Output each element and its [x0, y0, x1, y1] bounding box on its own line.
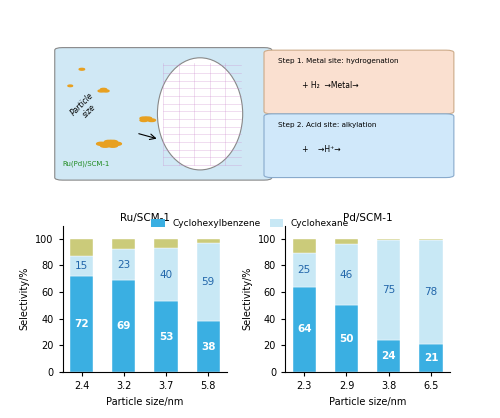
- Text: 78: 78: [424, 287, 438, 297]
- Circle shape: [148, 119, 156, 122]
- Bar: [292, 287, 316, 372]
- Bar: [112, 250, 136, 280]
- Bar: [335, 244, 358, 306]
- Bar: [154, 248, 178, 301]
- Text: Particle
size: Particle size: [69, 91, 102, 125]
- Title: Ru/SCM-1: Ru/SCM-1: [120, 213, 170, 223]
- Legend: Cyclohexylbenzene, Cyclohexane: Cyclohexylbenzene, Cyclohexane: [148, 216, 352, 232]
- Bar: [196, 243, 220, 321]
- Bar: [377, 239, 400, 240]
- Text: 24: 24: [382, 351, 396, 361]
- Circle shape: [98, 90, 104, 92]
- Bar: [420, 239, 442, 240]
- Bar: [377, 240, 400, 340]
- Bar: [196, 321, 220, 372]
- Circle shape: [104, 142, 114, 145]
- Bar: [154, 239, 178, 248]
- Text: 69: 69: [116, 321, 131, 331]
- Bar: [70, 276, 93, 372]
- Text: 23: 23: [117, 260, 130, 270]
- Text: 72: 72: [74, 319, 89, 329]
- Text: +    →H⁺→: + →H⁺→: [295, 145, 348, 154]
- Circle shape: [96, 142, 106, 145]
- Circle shape: [108, 144, 118, 147]
- Circle shape: [104, 140, 114, 143]
- Circle shape: [140, 117, 148, 120]
- Text: Step 1. Metal site: hydrogenation: Step 1. Metal site: hydrogenation: [278, 58, 398, 64]
- Bar: [377, 340, 400, 372]
- Circle shape: [79, 69, 84, 70]
- Circle shape: [68, 85, 72, 87]
- Text: 25: 25: [298, 265, 311, 275]
- Bar: [292, 253, 316, 287]
- Text: Ru(Pd)/SCM-1: Ru(Pd)/SCM-1: [62, 161, 110, 167]
- Bar: [292, 239, 316, 253]
- Ellipse shape: [158, 58, 242, 170]
- Circle shape: [108, 140, 118, 143]
- Bar: [196, 239, 220, 243]
- Text: 64: 64: [297, 324, 312, 334]
- Bar: [112, 239, 136, 250]
- Y-axis label: Selectivity/%: Selectivity/%: [20, 267, 30, 331]
- Text: 15: 15: [75, 261, 88, 271]
- Text: 40: 40: [160, 270, 172, 280]
- FancyBboxPatch shape: [55, 48, 272, 180]
- Text: 50: 50: [339, 334, 353, 344]
- Text: 46: 46: [340, 270, 353, 280]
- Circle shape: [144, 117, 152, 120]
- Bar: [70, 239, 93, 256]
- Bar: [335, 239, 358, 244]
- FancyBboxPatch shape: [264, 50, 454, 114]
- Bar: [335, 306, 358, 372]
- Title: Pd/SCM-1: Pd/SCM-1: [342, 213, 392, 223]
- FancyBboxPatch shape: [264, 114, 454, 178]
- Text: 75: 75: [382, 285, 396, 295]
- Bar: [70, 256, 93, 276]
- Bar: [154, 301, 178, 372]
- Text: 21: 21: [424, 353, 438, 363]
- Text: 53: 53: [159, 332, 174, 342]
- Text: 38: 38: [201, 342, 216, 352]
- Circle shape: [112, 142, 122, 145]
- Circle shape: [103, 90, 109, 92]
- Text: + H₂  →Metal→: + H₂ →Metal→: [295, 82, 366, 90]
- Bar: [420, 240, 442, 344]
- Text: Step 2. Acid site: alkylation: Step 2. Acid site: alkylation: [278, 122, 376, 127]
- Bar: [112, 280, 136, 372]
- Circle shape: [100, 88, 106, 90]
- Bar: [420, 344, 442, 372]
- Circle shape: [140, 119, 148, 122]
- X-axis label: Particle size/nm: Particle size/nm: [106, 397, 184, 407]
- Circle shape: [100, 144, 110, 147]
- Text: 59: 59: [202, 277, 215, 287]
- X-axis label: Particle size/nm: Particle size/nm: [329, 397, 406, 407]
- Y-axis label: Selectivity/%: Selectivity/%: [242, 267, 252, 331]
